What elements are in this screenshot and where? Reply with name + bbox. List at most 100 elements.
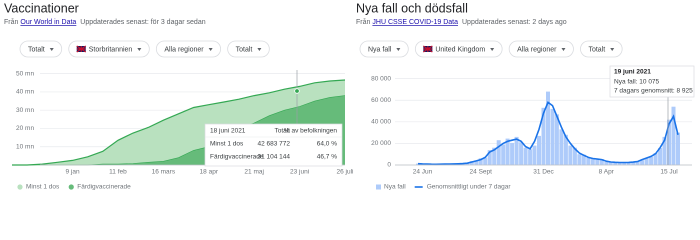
flag-cross <box>423 45 433 53</box>
dropdown[interactable]: Alla regioner <box>155 40 222 58</box>
dropdown-box <box>359 40 409 58</box>
bar <box>483 157 488 165</box>
dropdown-arrow <box>137 48 142 51</box>
dropdown-label: Totalt <box>236 46 253 53</box>
x-tick-label: 24 Jun <box>413 169 433 176</box>
x-tick-label: 26 juli <box>337 169 354 176</box>
dropdown-arrow <box>208 48 213 51</box>
hover-dot <box>294 88 300 94</box>
tooltip-percent: 64,0 % <box>317 141 337 148</box>
dropdown[interactable]: United Kingdom <box>414 40 503 58</box>
dropdown-arrow <box>610 48 615 51</box>
bar <box>546 91 550 165</box>
y-tick-label: 80 000 <box>371 75 391 82</box>
x-tick-label: 15 Jul <box>660 169 678 176</box>
bar <box>478 158 483 165</box>
bar <box>559 129 564 165</box>
bar <box>469 161 474 165</box>
tooltip-box <box>609 65 695 98</box>
bar <box>514 136 519 165</box>
tooltip-line: Nya fall: 10 075 <box>614 79 660 86</box>
bar <box>608 161 613 165</box>
y-tick-label: 0 <box>387 162 391 169</box>
bar <box>617 162 622 165</box>
bar <box>671 106 676 165</box>
x-tick-label: 23 juni <box>290 169 309 176</box>
legend-label: Färdigvaccinerade <box>77 184 131 191</box>
dropdown-arrow <box>49 48 54 51</box>
bar <box>622 162 627 165</box>
bar <box>501 144 506 165</box>
dropdown-label: Storbritannien <box>89 46 133 53</box>
y-tick-label: 20 mn <box>16 125 34 132</box>
source-link[interactable]: JHU CSSE COVID-19 Data <box>372 19 458 26</box>
bar <box>505 138 510 165</box>
bar <box>653 153 658 165</box>
bar <box>676 132 680 165</box>
bar <box>640 160 645 165</box>
dropdown-box <box>19 40 63 58</box>
bar <box>496 140 501 165</box>
bar <box>667 119 671 165</box>
y-tick-label: 60 000 <box>371 97 391 104</box>
dropdown[interactable]: Alla regioner <box>508 40 574 58</box>
bar <box>581 154 586 165</box>
x-tick-label: 16 mars <box>152 169 176 176</box>
y-tick-label: 10 mn <box>16 143 34 150</box>
dropdown-box <box>227 40 270 58</box>
y-tick-label: 20 000 <box>371 140 391 147</box>
source-prefix: Från <box>4 18 19 26</box>
flag-cross <box>76 45 87 53</box>
bar <box>590 158 595 165</box>
tooltip-name: Minst 1 dos <box>210 141 244 148</box>
dropdown[interactable]: Totalt <box>227 40 270 58</box>
bar <box>532 145 537 165</box>
bar <box>563 134 568 165</box>
dropdown-label: Totalt <box>28 46 45 53</box>
x-tick-label: 21 maj <box>244 169 264 176</box>
source-link[interactable]: Our World in Data <box>20 19 76 26</box>
dropdown-arrow <box>396 48 401 51</box>
bar <box>523 147 528 165</box>
dropdown-label: Nya fall <box>368 46 392 53</box>
source-prefix: Från <box>356 18 371 26</box>
bar <box>599 159 604 165</box>
bar <box>577 154 582 165</box>
source-line: Från Our World in Data Uppdaterades senast… <box>4 18 206 26</box>
line <box>417 101 679 166</box>
legend-swatch <box>68 184 74 190</box>
dropdown[interactable]: Nya fall <box>359 40 409 58</box>
bar <box>550 108 555 165</box>
dropdown[interactable]: Storbritannien <box>68 40 150 58</box>
legend-label: Genomsnittligt under 7 dagar <box>427 184 512 191</box>
tooltip-header: Totalt <box>274 128 290 135</box>
dropdown[interactable]: Totalt <box>19 40 63 58</box>
y-tick-label: 50 mn <box>16 70 34 77</box>
bar <box>528 149 533 165</box>
panel-title: Vaccinationer <box>4 1 79 15</box>
dropdown-arrow <box>561 48 566 51</box>
bar <box>631 162 636 165</box>
legend-label: Minst 1 dos <box>26 184 60 191</box>
dropdown-label: Alla regioner <box>164 46 204 53</box>
bar <box>510 142 515 165</box>
bar <box>487 150 492 165</box>
tooltip-header: % av befolkningen <box>284 128 338 135</box>
dropdown-box <box>414 40 503 58</box>
updated: Uppdaterades senast: för 3 dagar sedan <box>80 19 205 26</box>
dropdown-label: Alla regioner <box>517 46 557 53</box>
x-tick-label: 18 apr <box>200 169 219 176</box>
dropdown[interactable]: Totalt <box>580 40 623 58</box>
tooltip-value: 31 104 144 <box>257 154 290 161</box>
bar <box>595 159 600 165</box>
bar <box>604 162 609 165</box>
bar <box>568 145 573 165</box>
x-tick-label: 24 Sept <box>470 169 493 176</box>
x-tick-label: 9 jan <box>65 169 79 176</box>
bar <box>541 107 546 165</box>
dropdown-arrow <box>490 48 495 51</box>
y-tick-label: 40 mn <box>16 89 34 96</box>
x-tick-label: 8 Apr <box>599 169 615 176</box>
dropdown-label: Totalt <box>588 46 605 53</box>
